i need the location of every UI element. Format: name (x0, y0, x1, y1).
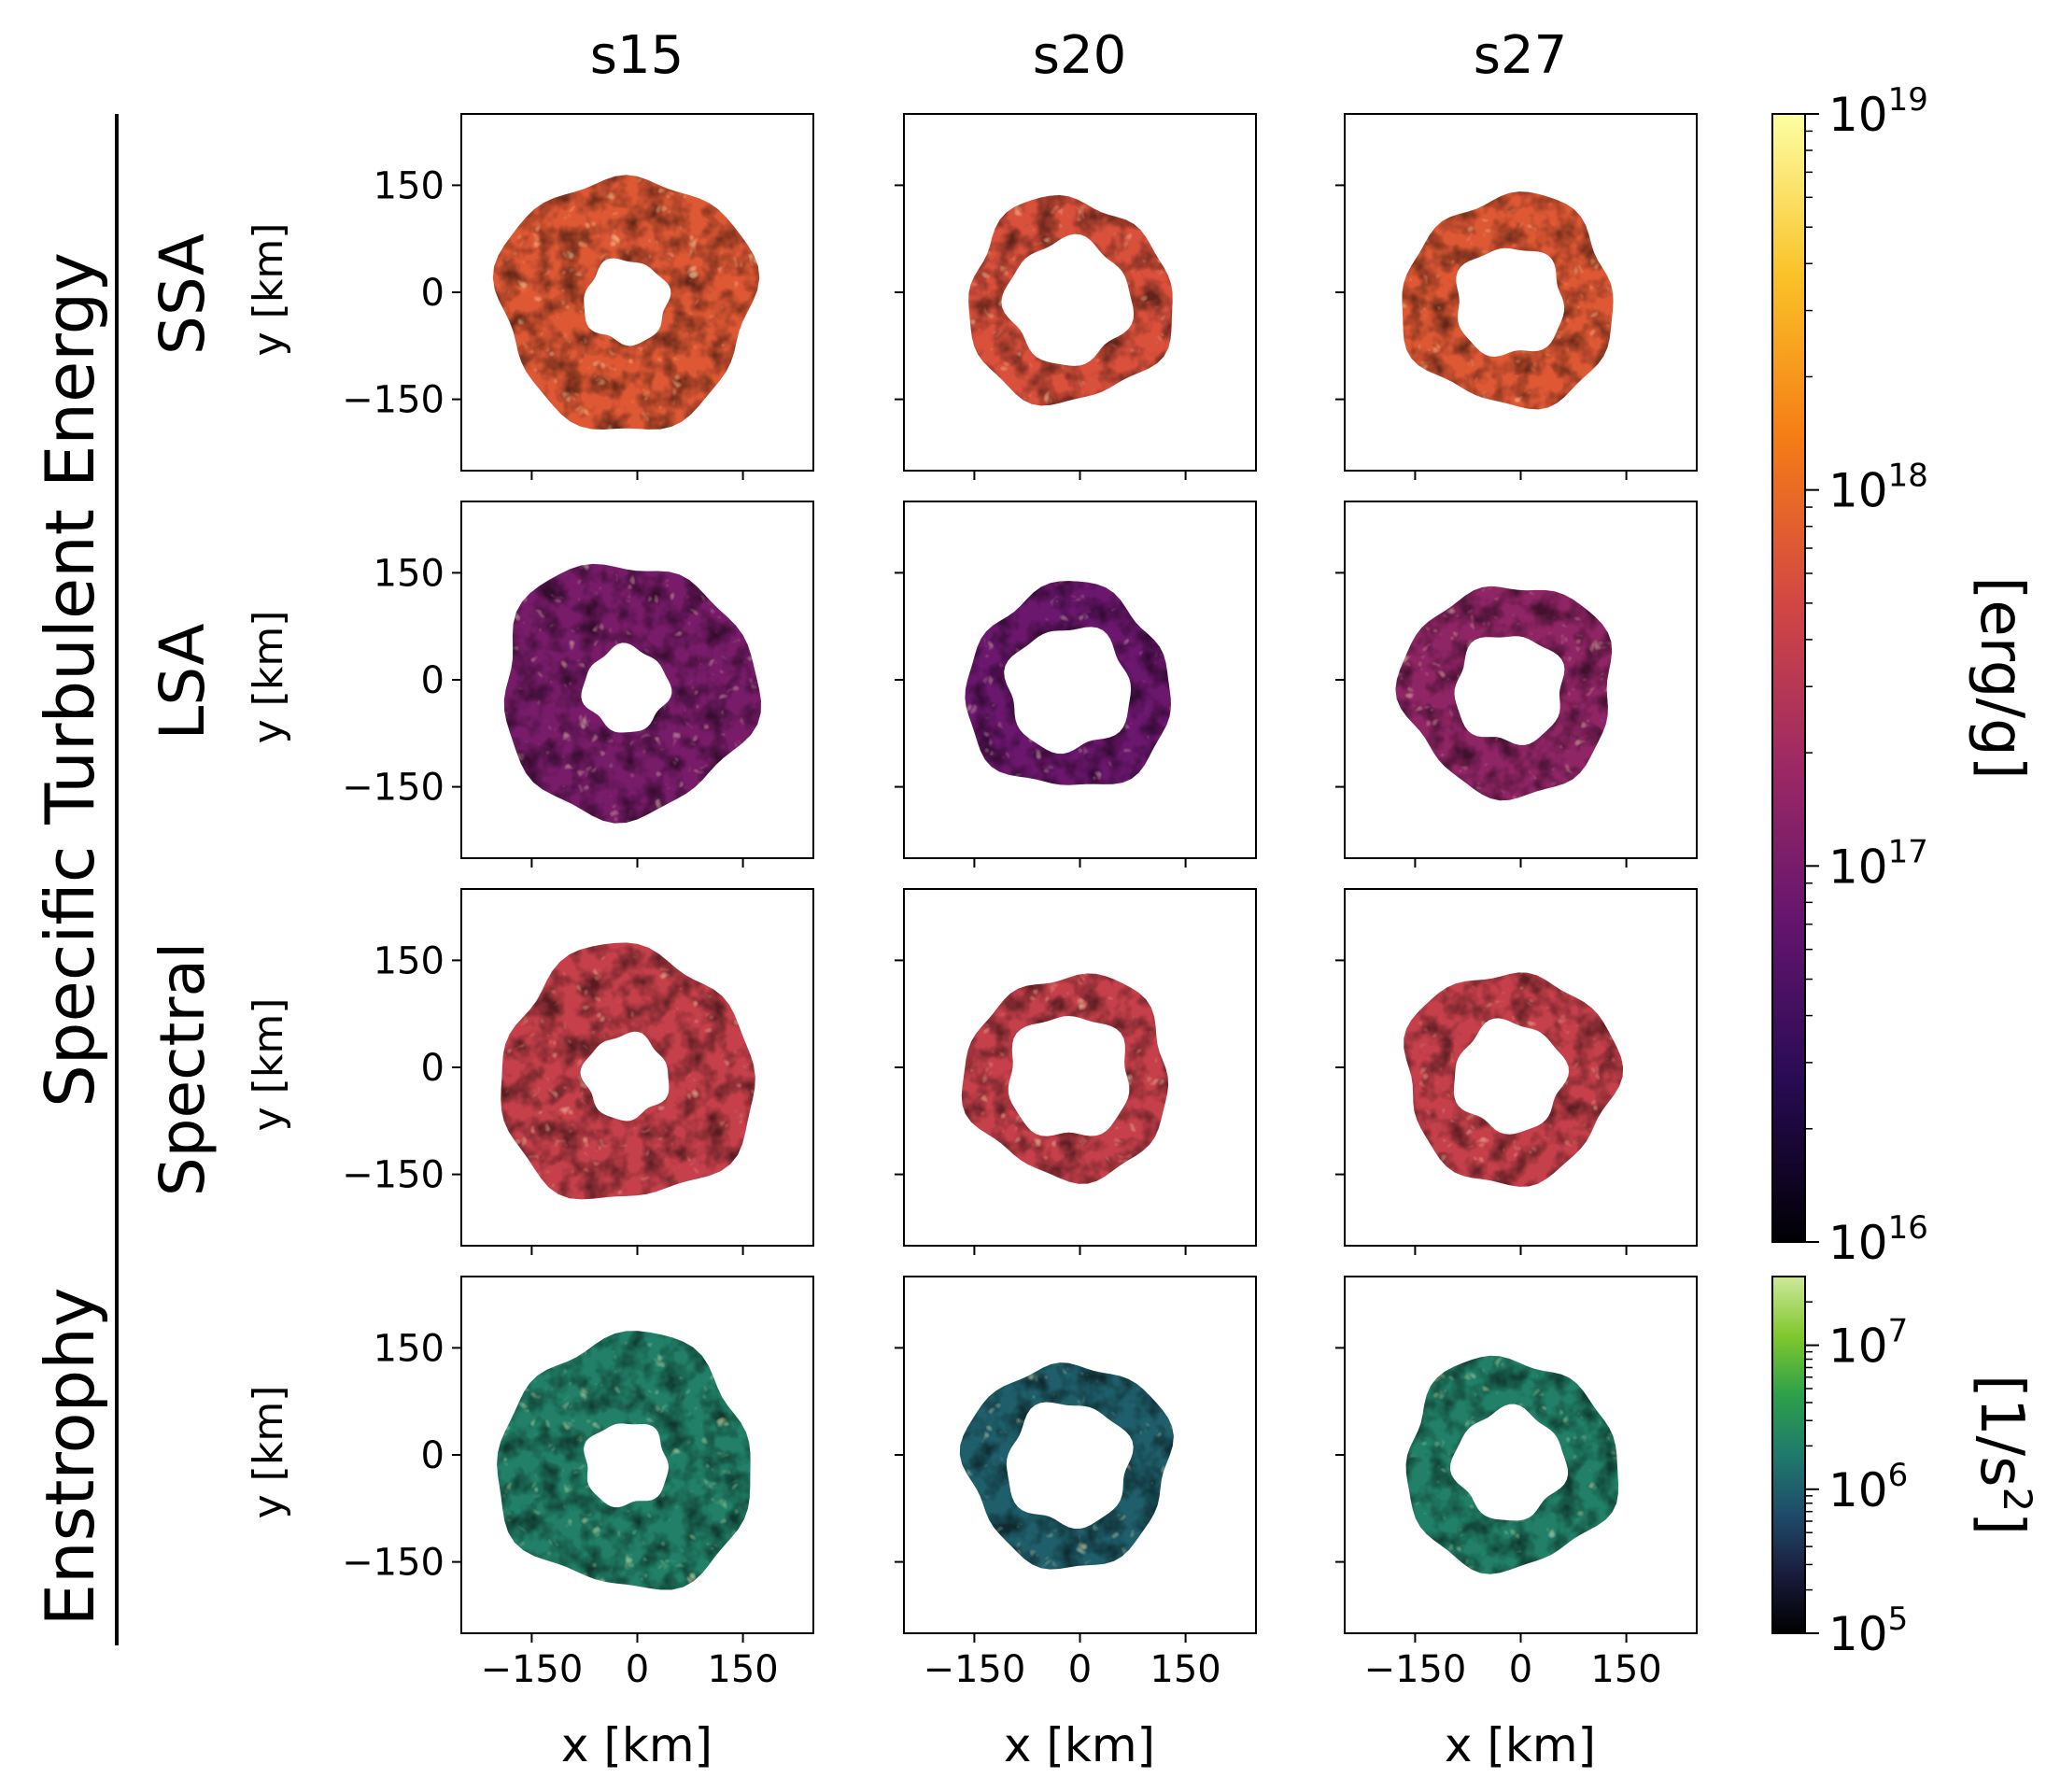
colorbar-specific-turbulent-energy (1771, 113, 1806, 1243)
panel-spectral-s15: 150 0 −150 (342, 888, 814, 1255)
panel-background (904, 114, 1256, 471)
y-tick-label: −150 (342, 1154, 444, 1197)
x-tick-label: −150 (923, 1648, 1025, 1691)
y-tick-label: 150 (374, 164, 444, 207)
panel-spectral-s20 (895, 888, 1257, 1255)
y-tick-label: −150 (342, 767, 444, 810)
colorbar-tick-label: 1019 (1828, 81, 1928, 142)
panel-lsa-s20 (895, 501, 1257, 868)
ring-texture-bright (965, 581, 1171, 785)
panel-background (1345, 114, 1697, 471)
y-tick-label: −150 (342, 1542, 444, 1585)
y-tick-label: 150 (374, 1327, 444, 1370)
ring-texture-bright (1405, 1355, 1618, 1574)
colorbar-1-label: [erg/g] (1967, 576, 2036, 779)
ring-texture-bright (503, 563, 761, 824)
x-axis-label-s15: x [km] (561, 1718, 713, 1772)
ring-texture-bright (501, 942, 755, 1200)
ring-texture-bright (492, 175, 760, 430)
ring-texture-bright (959, 1362, 1174, 1570)
group-label-enstrophy: Enstrophy (31, 1288, 109, 1627)
panel-ssa-s15: 150 0 −150 (342, 113, 814, 480)
x-axis-label-s27: x [km] (1445, 1718, 1596, 1772)
x-tick-label: 0 (1509, 1648, 1532, 1691)
panel-enstrophy-s27: −150 0 150 (1335, 1276, 1698, 1691)
x-tick-label: 0 (626, 1648, 649, 1691)
row-label-spectral: Spectral (147, 942, 219, 1196)
colorbar-tick-label: 106 (1828, 1457, 1908, 1517)
x-tick-label: 150 (1150, 1648, 1220, 1691)
x-tick-label: 150 (1590, 1648, 1661, 1691)
group-label-specific-turbulent-energy: Specific Turbulent Energy (31, 252, 109, 1108)
column-title-s15: s15 (590, 25, 684, 86)
row-label-lsa: LSA (147, 623, 219, 740)
panel-background (1345, 889, 1697, 1246)
colorbar-tick-label: 107 (1828, 1313, 1908, 1374)
panel-enstrophy-s15: −150 0 150 150 0 −150 (342, 1276, 814, 1691)
panel-ssa-s20 (895, 113, 1257, 480)
x-tick-label: −150 (1363, 1648, 1466, 1691)
x-axis-label-s20: x [km] (1004, 1718, 1155, 1772)
colorbar-tick-label: 105 (1828, 1601, 1908, 1661)
ring-texture-bright (1395, 586, 1613, 801)
panel-lsa-s27 (1335, 501, 1698, 868)
y-tick-label: −150 (342, 379, 444, 422)
x-tick-label: 150 (707, 1648, 778, 1691)
y-axis-label-row-1: y [km] (245, 223, 292, 357)
ring-texture-bright (968, 194, 1173, 406)
panel-background (1345, 1277, 1697, 1633)
colorbar-2-ticks: 107 106 105 (1805, 1301, 1908, 1661)
x-tick-label: 0 (1068, 1648, 1092, 1691)
ring-texture-bright (961, 973, 1169, 1184)
column-title-s27: s27 (1474, 25, 1567, 86)
y-tick-label: 150 (374, 552, 444, 595)
y-tick-label: 0 (421, 1434, 444, 1477)
panel-lsa-s15: 150 0 −150 (342, 501, 814, 868)
y-tick-label: 0 (421, 1047, 444, 1090)
panel-background (904, 1277, 1256, 1633)
ring-texture-bright (1404, 972, 1624, 1187)
panel-spectral-s27 (1335, 888, 1698, 1255)
panel-enstrophy-s20: −150 0 150 (895, 1276, 1257, 1691)
colorbar-tick-label: 1017 (1828, 833, 1928, 894)
x-tick-label: −150 (480, 1648, 583, 1691)
y-tick-label: 0 (421, 272, 444, 315)
y-axis-label-row-4: y [km] (245, 1386, 292, 1519)
colorbar-1-ticks: 1019 1018 1017 1016 (1805, 81, 1928, 1270)
row-label-ssa: SSA (147, 233, 219, 355)
colorbar-tick-label: 1016 (1828, 1209, 1928, 1270)
ring-texture-bright (1402, 191, 1614, 410)
y-tick-label: 150 (374, 939, 444, 982)
y-axis-label-row-2: y [km] (245, 611, 292, 744)
y-axis-label-row-3: y [km] (245, 998, 292, 1132)
ring-texture-bright (497, 1331, 751, 1590)
panel-ssa-s27 (1335, 113, 1698, 480)
colorbar-enstrophy (1771, 1276, 1806, 1634)
colorbar-2-label: [1/s2] (1967, 1375, 2040, 1535)
panel-background (904, 501, 1256, 858)
column-title-s20: s20 (1033, 25, 1126, 86)
y-tick-label: 0 (421, 659, 444, 702)
panel-background (904, 889, 1256, 1246)
colorbar-tick-label: 1018 (1828, 458, 1928, 518)
